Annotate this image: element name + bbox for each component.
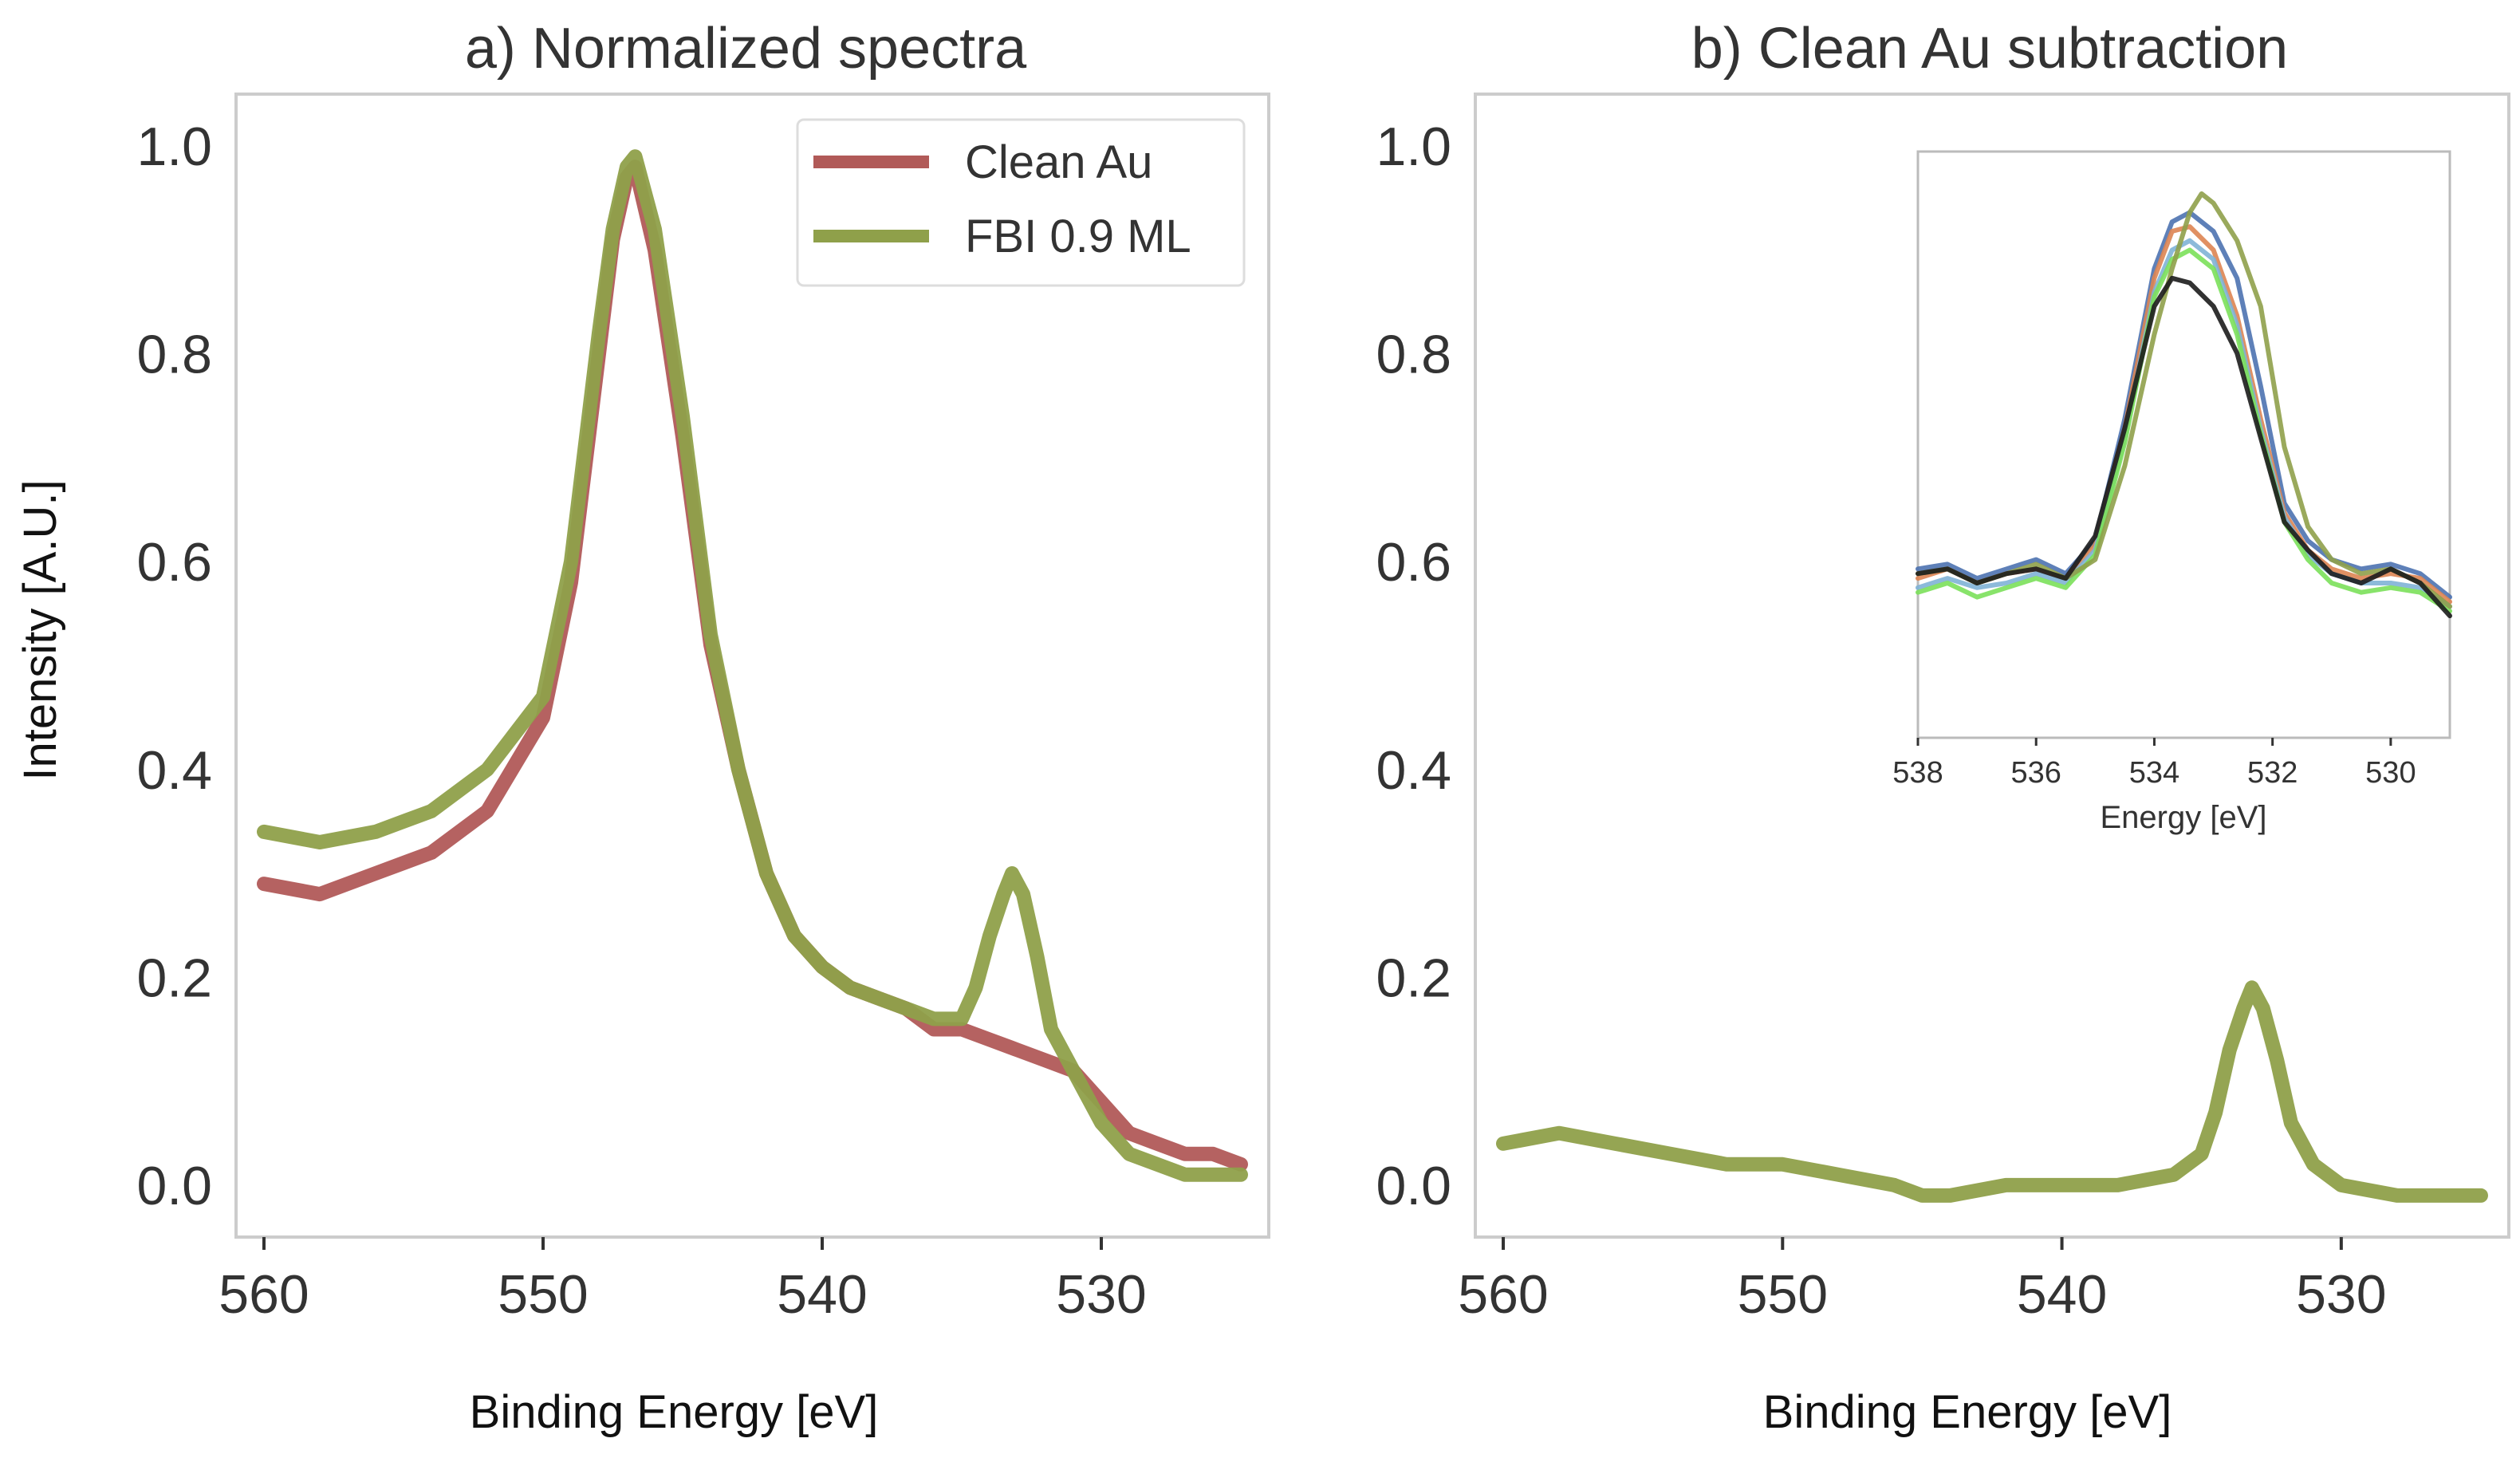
panel-b-xtick-label-2: 540	[2017, 1264, 2107, 1325]
panel-a-xtick-label-2: 540	[777, 1264, 867, 1325]
panel-a-legend: Clean Au FBI 0.9 ML	[796, 118, 1246, 287]
inset-series	[1916, 191, 2452, 619]
panel-a-ytick-label-0: 0.0	[136, 1156, 212, 1216]
panel-b-ytick-label-2: 0.4	[1376, 740, 1451, 801]
panel-a-ytick-label-5: 1.0	[136, 116, 212, 177]
panel-b-series-line-0	[1496, 980, 2488, 1203]
panel-a-series-line-1	[257, 149, 1248, 1182]
panel-b: b) Clean Au subtraction 560 550 540 530 0.0 0…	[1376, 17, 2510, 1438]
panel-b-xtick-label-3: 530	[2296, 1264, 2386, 1325]
panel-a-series	[257, 149, 1248, 1182]
panel-a: a) Normalized spectra 560 550 540 530 0.0 0.2…	[14, 17, 1270, 1438]
panel-b-xtick-label-1: 550	[1738, 1264, 1828, 1325]
panel-b-frame	[1474, 93, 2510, 1239]
panel-a-xtick-label-3: 530	[1056, 1264, 1146, 1325]
panel-b-title: b) Clean Au subtraction	[1691, 17, 2288, 81]
inset-xlabel: Energy [eV]	[2100, 800, 2266, 835]
panel-a-ytick-label-4: 0.8	[136, 325, 212, 385]
panel-b-xlabel: Binding Energy [eV]	[1763, 1386, 2172, 1438]
panel-a-ytick-label-1: 0.2	[136, 948, 212, 1008]
panel-b-ticks: 560 550 540 530 0.0 0.2 0.4 0.6 0.8 1.0	[1376, 116, 2386, 1325]
inset-series-line-5	[1916, 275, 2452, 619]
inset-frame	[1916, 150, 2451, 739]
panel-a-title: a) Normalized spectra	[465, 17, 1027, 81]
panel-b-ytick-label-5: 1.0	[1376, 116, 1451, 177]
legend-label-clean-au: Clean Au	[965, 136, 1152, 188]
inset-xtick-label-2: 534	[2129, 756, 2179, 790]
panel-a-ytick-label-2: 0.4	[136, 740, 212, 801]
panel-b-ytick-label-0: 0.0	[1376, 1156, 1451, 1216]
inset-xtick-label-1: 536	[2011, 756, 2061, 790]
panel-b-series	[1496, 980, 2488, 1203]
inset-series-line-3	[1916, 247, 2452, 614]
panel-b-ytick-label-1: 0.2	[1376, 948, 1451, 1008]
panel-a-xlabel: Binding Energy [eV]	[470, 1386, 879, 1438]
panel-b-ytick-label-4: 0.8	[1376, 325, 1451, 385]
panel-a-ylabel: Intensity [A.U.]	[14, 479, 66, 780]
panel-a-ytick-label-3: 0.6	[136, 532, 212, 593]
panel-a-xtick-label-0: 560	[219, 1264, 309, 1325]
panel-a-ticks: 560 550 540 530 0.0 0.2 0.4 0.6 0.8 1.0	[136, 116, 1146, 1325]
panel-b-ytick-label-3: 0.6	[1376, 532, 1451, 593]
panel-b-inset: 538 536 534 532 530 Energy [eV]	[1892, 150, 2452, 835]
panel-b-xtick-label-0: 560	[1458, 1264, 1548, 1325]
panel-a-frame	[234, 93, 1270, 1239]
inset-ticks: 538 536 534 532 530	[1892, 738, 2416, 790]
inset-xtick-label-4: 530	[2365, 756, 2416, 790]
inset-xtick-label-0: 538	[1892, 756, 1943, 790]
panel-a-xtick-label-1: 550	[498, 1264, 588, 1325]
legend-label-fbi: FBI 0.9 ML	[965, 211, 1191, 262]
inset-xtick-label-3: 532	[2247, 756, 2298, 790]
